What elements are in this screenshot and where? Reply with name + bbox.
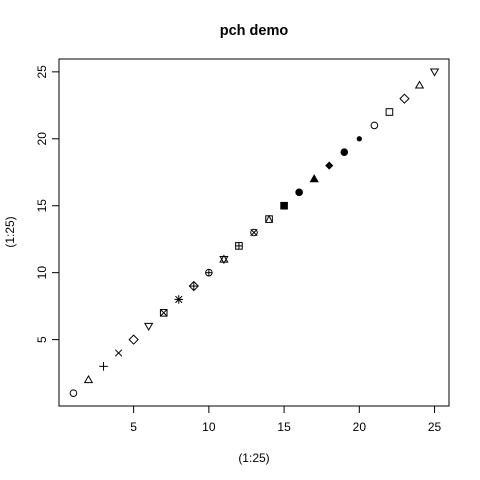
point-pch-1: [69, 389, 78, 397]
point-pch-13: [250, 228, 258, 237]
point-pch-8: [174, 295, 184, 304]
point-pch-6: [144, 322, 154, 332]
point-pch-11: [219, 254, 229, 265]
y-tick-label: 15: [35, 199, 49, 213]
x-tick-label: 10: [202, 420, 216, 434]
y-axis: 5 10 15 20 25: [35, 65, 60, 343]
x-tick-label: 20: [353, 420, 367, 434]
point-pch-17: [309, 174, 319, 183]
data-points: [69, 68, 440, 397]
point-pch-10: [205, 268, 213, 277]
point-pch-20: [356, 136, 362, 142]
point-pch-25: [429, 68, 440, 77]
chart-title: pch demo: [220, 23, 289, 39]
x-tick-label: 5: [130, 420, 137, 434]
point-pch-24: [414, 80, 425, 89]
x-tick-label: 15: [277, 420, 291, 434]
x-tick-label: 25: [428, 420, 442, 434]
point-pch-23: [399, 93, 410, 104]
point-pch-14: [265, 214, 273, 223]
y-axis-label: (1:25): [3, 216, 17, 247]
point-pch-15: [280, 201, 288, 210]
point-pch-12: [235, 242, 243, 250]
point-pch-3: [99, 362, 108, 371]
x-axis-label: (1:25): [238, 451, 269, 465]
y-tick-label: 20: [35, 132, 49, 146]
y-tick-label: 25: [35, 65, 49, 79]
point-pch-5: [128, 334, 139, 345]
point-pch-4: [114, 349, 123, 357]
point-pch-2: [83, 374, 94, 384]
point-pch-7: [159, 309, 168, 317]
y-tick-label: 5: [35, 336, 49, 343]
point-pch-16: [295, 188, 303, 197]
point-pch-19: [340, 148, 349, 156]
point-pch-22: [385, 108, 394, 116]
point-pch-21: [370, 121, 379, 130]
point-pch-18: [325, 161, 334, 170]
x-axis: 5 10 15 20 25: [130, 405, 442, 434]
y-tick-label: 10: [35, 266, 49, 280]
point-pch-9: [188, 280, 199, 292]
